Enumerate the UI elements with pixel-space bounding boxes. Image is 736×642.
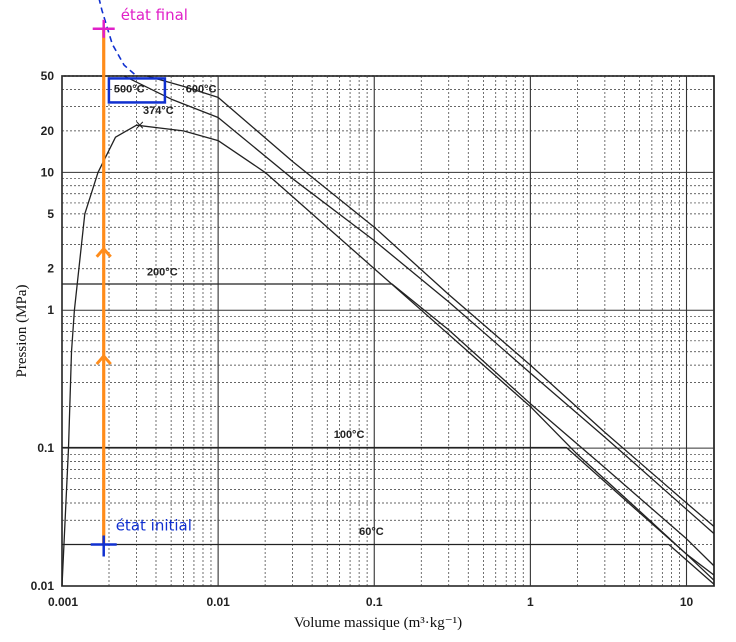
x-tick-label: 0.01 [206, 595, 230, 609]
y-tick-label: 0.01 [31, 579, 55, 593]
highlight-box-500c [107, 77, 167, 104]
isotherm-200c-label: 200°C [147, 267, 178, 279]
isotherm-100c-label: 100°C [334, 429, 365, 441]
isotherm-200c-curve [62, 283, 715, 567]
isotherm-60c-label: 60°C [359, 526, 384, 538]
x-tick-label: 0.001 [48, 595, 78, 609]
y-tick-label: 5 [47, 207, 54, 221]
y-tick-label: 20 [41, 124, 55, 138]
y-tick-label: 10 [41, 165, 55, 179]
isotherm-600c-label: 600°C [186, 83, 217, 95]
plot-frame [61, 75, 715, 587]
isotherm-600c-curve [146, 75, 715, 527]
y-tick-label: 1 [47, 303, 54, 317]
isotherm-labels: 600°C 500°C 200°C 100°C 60°C 374°C [114, 83, 384, 537]
final-state-label: état final [121, 6, 188, 24]
x-tick-label: 1 [527, 595, 534, 609]
annotations: état final état initial [90, 0, 192, 557]
y-tick-label: 2 [47, 262, 54, 276]
x-tick-label: 0.1 [366, 595, 383, 609]
y-tick-label: 0.1 [37, 441, 54, 455]
grid-lines [61, 75, 714, 587]
initial-state-label: état initial [116, 516, 192, 534]
process-arrow [95, 353, 112, 366]
critical-point-marker: × [135, 118, 145, 132]
x-axis-title: Volume massique (m³·kg⁻¹) [294, 615, 462, 631]
isotherm-60c-curve [62, 543, 715, 585]
y-tick-label: 50 [41, 69, 55, 83]
isotherm-500c-curve [123, 75, 715, 535]
process-arrow [95, 246, 112, 258]
saturation-liquid-curve [61, 124, 137, 587]
critical-point-label: 374°C [143, 105, 174, 117]
y-axis-title: Pression (MPa) [14, 285, 30, 378]
tick-labels: 0.001 0.01 0.1 1 10 0.01 0.1 1 2 5 10 20 50 [31, 69, 694, 609]
curves: × [61, 75, 715, 587]
x-tick-label: 10 [680, 595, 694, 609]
isotherm-500c-label: 500°C [114, 83, 145, 95]
saturation-vapor-curve [136, 124, 715, 576]
isotherm-100c-curve [62, 446, 715, 581]
